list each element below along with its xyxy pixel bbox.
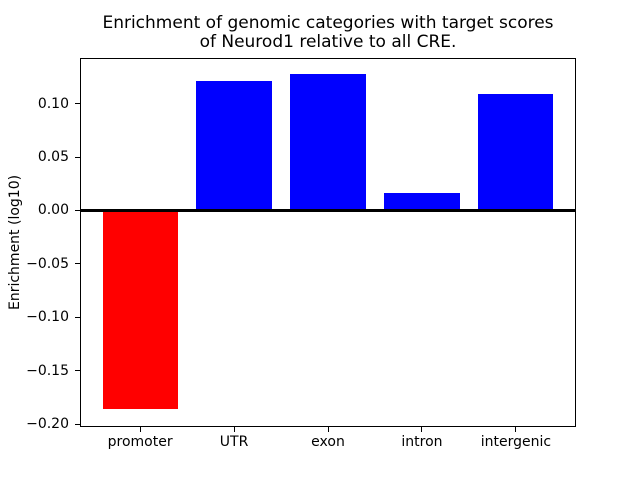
y-tick-label: 0.00 <box>37 202 69 219</box>
chart-title: Enrichment of genomic categories with ta… <box>102 13 554 52</box>
x-tick <box>327 427 329 432</box>
y-tick <box>75 209 80 211</box>
y-tick <box>75 156 80 158</box>
x-tick-label-intron: intron <box>401 434 443 450</box>
y-axis-label: Enrichment (log10) <box>7 174 23 311</box>
y-tick-label: −0.05 <box>26 255 69 272</box>
y-tick <box>75 370 80 372</box>
x-tick <box>421 427 423 432</box>
x-tick-label-exon: exon <box>311 434 345 450</box>
y-tick <box>75 423 80 425</box>
y-tick <box>75 103 80 105</box>
y-tick-label: −0.10 <box>26 309 69 326</box>
zero-line <box>80 208 576 212</box>
bar-promoter <box>102 210 178 410</box>
x-tick <box>233 427 235 432</box>
plot-area: promoter UTR exon intron intergenic 0.10 0.05 0… <box>26 58 576 450</box>
x-tick-label-promoter: promoter <box>107 434 173 450</box>
y-tick-label: −0.20 <box>26 416 69 433</box>
x-tick <box>139 427 141 432</box>
bar-intron <box>384 193 460 211</box>
y-tick-label: 0.05 <box>37 149 69 166</box>
x-tick-label-intergenic: intergenic <box>480 434 552 450</box>
y-tick <box>75 263 80 265</box>
y-tick-label: −0.15 <box>26 362 69 379</box>
y-tick <box>75 316 80 318</box>
bar-UTR <box>196 81 272 211</box>
bar-intergenic <box>478 94 554 211</box>
x-tick-label-UTR: UTR <box>219 434 249 450</box>
y-tick-label: 0.10 <box>37 95 69 112</box>
bar-exon <box>290 73 366 211</box>
x-tick <box>515 427 517 432</box>
